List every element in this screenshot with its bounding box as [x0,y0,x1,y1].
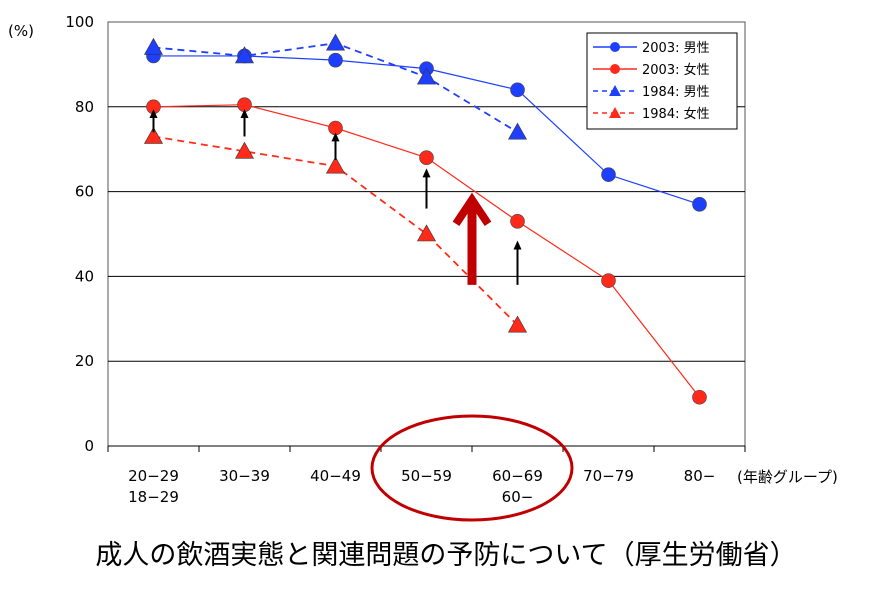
annotations [149,109,574,522]
legend-marker [609,85,621,96]
increase-arrowhead [513,240,522,250]
data-point [510,213,525,229]
legend-label: 2003: 女性 [642,62,710,78]
big-increase-arrowhead [452,192,492,227]
data-point [143,126,164,144]
y-tick-label: 40 [75,267,94,285]
y-tick-label: 100 [65,13,94,31]
legend: 2003: 男性 2003: 女性 1984: 男性 1984: 女性 [586,32,738,130]
data-point [234,141,255,159]
legend-marker [610,42,620,52]
legend-label: 1984: 男性 [642,85,710,100]
series-3 [143,126,528,333]
x-tick-label: 50−59 [401,467,452,485]
data-point [507,315,528,333]
series-lines [143,33,707,405]
legend-label: 2003: 男性 [642,41,710,56]
increase-arrowhead [422,168,431,178]
highlight-ellipse [370,414,574,522]
data-point [234,46,255,64]
x-tick-label-1984: 18−29 [128,488,179,506]
data-point [692,197,707,212]
data-point [692,389,707,405]
series-2 [143,33,528,140]
data-point [143,37,164,55]
legend-marker [609,107,621,118]
series-line [153,104,700,398]
y-tick-label: 60 [75,183,94,201]
x-tick-label-1984: 60− [502,488,534,506]
x-tick-label: 40−49 [310,467,361,485]
caption: 成人の飲酒実態と関連問題の予防について（厚生労働省） [95,540,796,571]
legend-label: 1984: 女性 [642,106,710,122]
y-tick-label: 0 [84,437,94,455]
x-tick-label: 70−79 [583,467,634,485]
data-point [507,122,528,140]
data-point [325,156,346,174]
increase-arrowhead [149,109,158,119]
y-tick-label: 80 [75,98,94,116]
increase-arrowhead [331,132,340,142]
data-point [325,33,346,51]
data-point [601,273,616,288]
data-point [328,52,343,68]
x-tick-label: 60−69 [492,467,543,485]
series-1 [146,97,707,405]
x-tick-label: 20−29 [128,467,179,485]
data-point [419,150,434,165]
increase-arrowhead [240,109,249,119]
x-tick-label: 30−39 [219,467,270,485]
x-axis-label: (年齢グループ) [737,468,838,486]
axes: 0 20 40 60 80 100 20−29 18−29 30−39 40−49 50−59 60−… [65,13,746,506]
data-point [416,224,437,242]
y-axis-label: (%) [8,22,34,40]
data-point [601,167,616,182]
legend-marker [610,64,620,74]
data-point [416,67,437,85]
y-tick-label: 20 [75,352,94,370]
x-tick-label: 80− [684,467,716,485]
data-point [510,82,525,98]
